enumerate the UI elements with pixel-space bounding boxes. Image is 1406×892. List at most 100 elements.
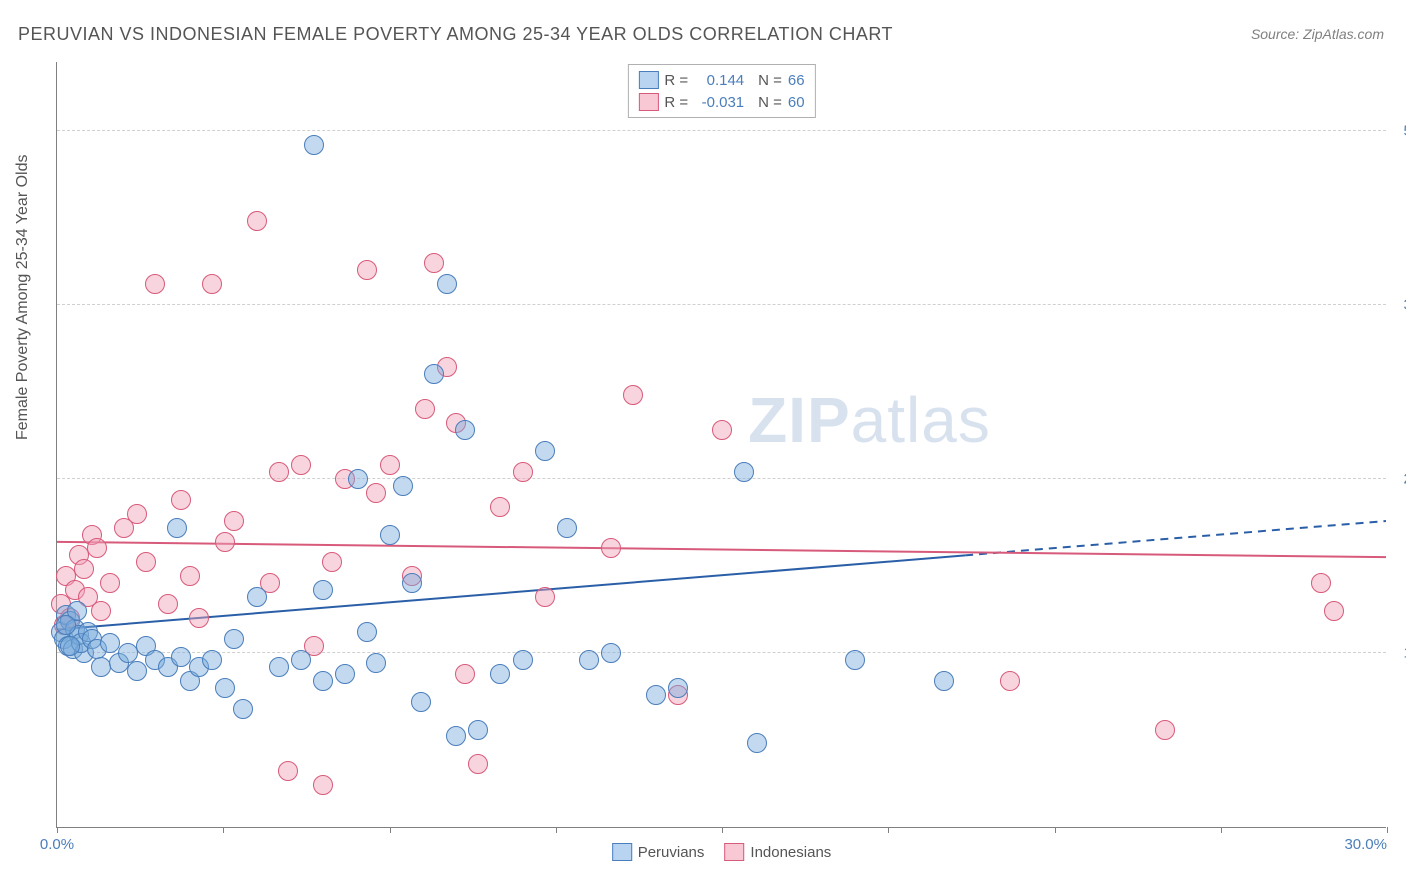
legend-series-label: Peruvians (638, 844, 705, 861)
scatter-point-indonesians (313, 775, 333, 795)
scatter-point-peruvians (313, 580, 333, 600)
scatter-point-indonesians (357, 260, 377, 280)
x-tick-mark (57, 827, 58, 833)
scatter-point-indonesians (87, 538, 107, 558)
scatter-point-indonesians (269, 462, 289, 482)
legend-swatch (638, 93, 658, 111)
scatter-point-indonesians (513, 462, 533, 482)
scatter-point-indonesians (278, 761, 298, 781)
scatter-point-peruvians (56, 615, 76, 635)
scatter-point-peruvians (446, 726, 466, 746)
scatter-point-peruvians (60, 636, 80, 656)
scatter-point-peruvians (668, 678, 688, 698)
trend-lines-svg (57, 62, 1386, 827)
scatter-point-peruvians (313, 671, 333, 691)
n-label: N = (758, 72, 782, 89)
r-value: -0.031 (694, 94, 744, 111)
scatter-point-peruvians (348, 469, 368, 489)
source-prefix: Source: (1251, 26, 1303, 42)
scatter-point-peruvians (455, 420, 475, 440)
scatter-point-peruvians (269, 657, 289, 677)
scatter-point-indonesians (1311, 573, 1331, 593)
x-tick-mark (390, 827, 391, 833)
scatter-point-indonesians (468, 754, 488, 774)
scatter-point-indonesians (601, 538, 621, 558)
scatter-point-peruvians (646, 685, 666, 705)
scatter-point-peruvians (224, 629, 244, 649)
chart-title: PERUVIAN VS INDONESIAN FEMALE POVERTY AM… (18, 24, 893, 45)
x-tick-mark (223, 827, 224, 833)
scatter-point-peruvians (402, 573, 422, 593)
scatter-point-peruvians (202, 650, 222, 670)
scatter-point-indonesians (623, 385, 643, 405)
scatter-point-peruvians (734, 462, 754, 482)
x-tick-label: 0.0% (40, 836, 74, 853)
scatter-point-indonesians (171, 490, 191, 510)
scatter-point-indonesians (712, 420, 732, 440)
scatter-point-indonesians (158, 594, 178, 614)
scatter-point-indonesians (455, 664, 475, 684)
legend-series-item: Peruvians (612, 843, 705, 861)
scatter-point-indonesians (415, 399, 435, 419)
scatter-point-peruvians (167, 518, 187, 538)
scatter-point-indonesians (1155, 720, 1175, 740)
n-value: 66 (788, 72, 805, 89)
legend-correlation-row: R =0.144N =66 (638, 69, 804, 91)
scatter-point-indonesians (100, 573, 120, 593)
watermark-light: atlas (851, 384, 991, 456)
scatter-point-peruvians (291, 650, 311, 670)
scatter-point-indonesians (380, 455, 400, 475)
legend-series: Peruvians Indonesians (612, 843, 832, 861)
scatter-point-indonesians (127, 504, 147, 524)
scatter-point-peruvians (127, 661, 147, 681)
scatter-point-indonesians (291, 455, 311, 475)
x-tick-mark (556, 827, 557, 833)
y-axis-label: Female Poverty Among 25-34 Year Olds (14, 155, 32, 441)
scatter-point-indonesians (1000, 671, 1020, 691)
r-label: R = (664, 94, 688, 111)
legend-series-item: Indonesians (724, 843, 831, 861)
scatter-point-peruvians (411, 692, 431, 712)
scatter-point-peruvians (424, 364, 444, 384)
scatter-point-indonesians (91, 601, 111, 621)
watermark-bold: ZIP (748, 384, 851, 456)
n-label: N = (758, 94, 782, 111)
scatter-point-indonesians (1324, 601, 1344, 621)
scatter-point-indonesians (136, 552, 156, 572)
scatter-point-peruvians (335, 664, 355, 684)
legend-correlation-row: R = -0.031 N = 60 (638, 91, 804, 113)
scatter-point-indonesians (535, 587, 555, 607)
scatter-point-indonesians (180, 566, 200, 586)
scatter-point-indonesians (424, 253, 444, 273)
scatter-point-indonesians (224, 511, 244, 531)
r-value: 0.144 (694, 72, 744, 89)
scatter-point-peruvians (579, 650, 599, 670)
scatter-point-peruvians (215, 678, 235, 698)
scatter-point-indonesians (189, 608, 209, 628)
source-name: ZipAtlas.com (1303, 26, 1384, 42)
x-tick-mark (1387, 827, 1388, 833)
scatter-point-indonesians (215, 532, 235, 552)
x-tick-label: 30.0% (1344, 836, 1387, 853)
legend-series-label: Indonesians (750, 844, 831, 861)
scatter-point-peruvians (380, 525, 400, 545)
scatter-point-peruvians (357, 622, 377, 642)
scatter-point-peruvians (845, 650, 865, 670)
gridline-h (57, 652, 1386, 653)
scatter-point-peruvians (304, 135, 324, 155)
n-value: 60 (788, 94, 805, 111)
scatter-point-indonesians (366, 483, 386, 503)
scatter-point-peruvians (601, 643, 621, 663)
scatter-point-peruvians (468, 720, 488, 740)
scatter-point-peruvians (513, 650, 533, 670)
y-tick-label: 50.0% (1391, 122, 1406, 139)
trendline-peruvians-dashed (965, 521, 1386, 555)
scatter-point-peruvians (557, 518, 577, 538)
source-attribution: Source: ZipAtlas.com (1251, 26, 1384, 42)
scatter-point-peruvians (247, 587, 267, 607)
scatter-point-peruvians (437, 274, 457, 294)
gridline-h (57, 130, 1386, 131)
x-tick-mark (722, 827, 723, 833)
scatter-point-peruvians (747, 733, 767, 753)
x-tick-mark (1221, 827, 1222, 833)
